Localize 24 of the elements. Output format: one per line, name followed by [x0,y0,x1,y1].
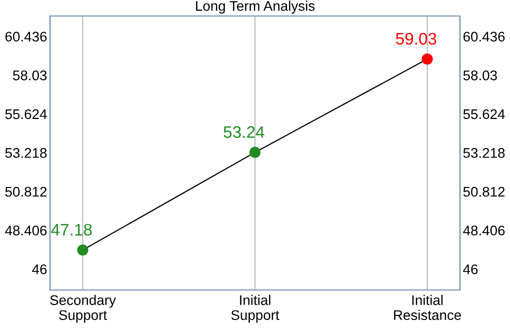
x-tick-label: Secondary Support [50,294,116,323]
y2-tick-label: 50.812 [463,186,505,197]
y2-tick-label: 55.624 [463,109,505,120]
point [249,146,261,158]
y2-tick-label: 53.218 [463,148,505,158]
y-tick-label: 50.812 [5,186,47,197]
y2-tick-label: 48.406 [463,226,505,236]
point [77,244,88,256]
y-tick-label: 55.624 [5,109,47,120]
data-label: 59.03 [396,32,436,45]
x-tick-label: Initial Resistance [394,294,462,320]
y-tick-label: 60.436 [5,32,47,42]
y-tick-label: 46 [32,264,47,274]
data-label: 47.18 [51,224,92,236]
y-tick-label: 53.218 [5,148,47,158]
y2-tick-label: 58.03 [463,70,497,80]
data-label: 53.24 [224,126,264,138]
y2-tick-label: 60.436 [463,32,505,42]
y-tick-label: 58.03 [13,70,47,80]
point [422,53,433,65]
x-tick-label: Initial Support [231,294,280,323]
y-tick-label: 48.406 [5,226,47,236]
y2-tick-label: 46 [463,264,478,274]
chart-title: Long Term Analysis [196,0,315,14]
